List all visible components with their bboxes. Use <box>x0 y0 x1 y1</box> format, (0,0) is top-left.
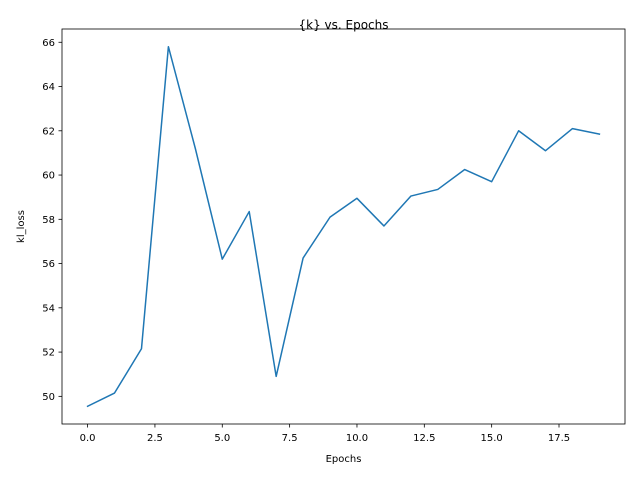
x-tick-label: 15.0 <box>481 433 503 444</box>
x-tick-label: 5.0 <box>214 433 230 444</box>
y-tick-label: 60 <box>42 171 55 182</box>
x-tick-label: 12.5 <box>413 433 435 444</box>
x-axis-ticks: 0.0 2.5 5.0 7.5 10.0 12.5 15.0 17.5 <box>80 424 570 444</box>
y-tick-label: 52 <box>42 348 55 359</box>
series-line <box>86 45 601 408</box>
y-tick-label: 56 <box>42 259 55 270</box>
y-tick-label: 62 <box>42 126 55 137</box>
y-axis-ticks: 50 52 54 56 58 60 62 64 66 <box>42 38 62 403</box>
plot-frame <box>61 28 626 425</box>
y-tick-label: 50 <box>42 392 55 403</box>
x-tick-label: 7.5 <box>282 433 298 444</box>
chart-title: {k} vs. Epochs <box>298 18 388 32</box>
x-tick-label: 0.0 <box>80 433 96 444</box>
x-tick-label: 10.0 <box>346 433 368 444</box>
series-layer <box>86 45 601 408</box>
y-axis-label: kl_loss <box>16 210 27 243</box>
x-tick-label: 2.5 <box>147 433 163 444</box>
y-tick-label: 66 <box>42 38 55 49</box>
x-tick-label: 17.5 <box>548 433 570 444</box>
y-tick-label: 58 <box>42 215 55 226</box>
y-tick-label: 54 <box>42 303 55 314</box>
x-axis-label: Epochs <box>326 454 362 465</box>
y-tick-label: 64 <box>42 82 55 93</box>
